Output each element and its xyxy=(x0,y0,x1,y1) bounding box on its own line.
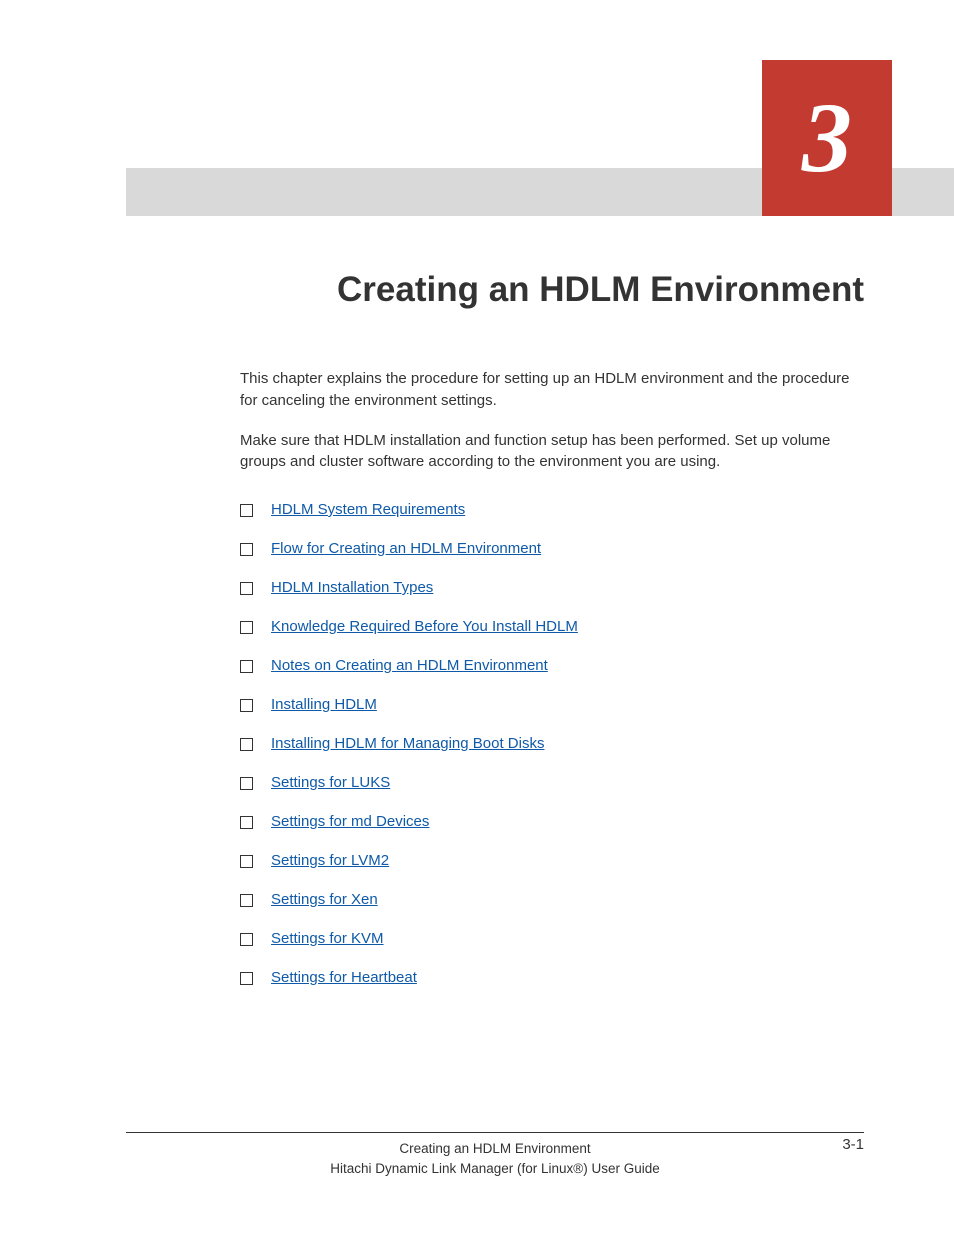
content-area: Creating an HDLM Environment This chapte… xyxy=(240,270,864,1008)
footer-row: Creating an HDLM Environment Hitachi Dyn… xyxy=(126,1139,864,1180)
chapter-number: 3 xyxy=(802,88,852,188)
checkbox-icon xyxy=(240,816,253,829)
checkbox-icon xyxy=(240,738,253,751)
toc-item: HDLM Installation Types xyxy=(240,579,864,596)
checkbox-icon xyxy=(240,933,253,946)
checkbox-icon xyxy=(240,621,253,634)
toc-link-settings-luks[interactable]: Settings for LUKS xyxy=(271,774,390,791)
footer-divider xyxy=(126,1132,864,1133)
toc-item: Settings for md Devices xyxy=(240,813,864,830)
footer-center: Creating an HDLM Environment Hitachi Dyn… xyxy=(126,1139,864,1180)
chapter-title: Creating an HDLM Environment xyxy=(240,270,864,310)
checkbox-icon xyxy=(240,504,253,517)
toc-link-installing-boot-disks[interactable]: Installing HDLM for Managing Boot Disks xyxy=(271,735,544,752)
toc-link-installing-hdlm[interactable]: Installing HDLM xyxy=(271,696,377,713)
toc-link-settings-heartbeat[interactable]: Settings for Heartbeat xyxy=(271,969,417,986)
toc-item: Installing HDLM for Managing Boot Disks xyxy=(240,735,864,752)
toc-link-settings-xen[interactable]: Settings for Xen xyxy=(271,891,378,908)
toc-link-settings-lvm2[interactable]: Settings for LVM2 xyxy=(271,852,389,869)
intro-paragraph-1: This chapter explains the procedure for … xyxy=(240,368,864,412)
toc-item: Settings for Xen xyxy=(240,891,864,908)
checkbox-icon xyxy=(240,582,253,595)
toc-item: Settings for Heartbeat xyxy=(240,969,864,986)
page-footer: Creating an HDLM Environment Hitachi Dyn… xyxy=(126,1132,864,1180)
checkbox-icon xyxy=(240,894,253,907)
toc-link-settings-kvm[interactable]: Settings for KVM xyxy=(271,930,384,947)
toc-link-knowledge-required[interactable]: Knowledge Required Before You Install HD… xyxy=(271,618,578,635)
toc-item: HDLM System Requirements xyxy=(240,501,864,518)
footer-section-title: Creating an HDLM Environment xyxy=(126,1139,864,1159)
checkbox-icon xyxy=(240,855,253,868)
toc-link-settings-md[interactable]: Settings for md Devices xyxy=(271,813,429,830)
toc-item: Settings for KVM xyxy=(240,930,864,947)
intro-paragraph-2: Make sure that HDLM installation and fun… xyxy=(240,430,864,474)
toc-item: Installing HDLM xyxy=(240,696,864,713)
toc-item: Settings for LVM2 xyxy=(240,852,864,869)
toc-link-notes-creating[interactable]: Notes on Creating an HDLM Environment xyxy=(271,657,548,674)
checkbox-icon xyxy=(240,660,253,673)
toc-item: Notes on Creating an HDLM Environment xyxy=(240,657,864,674)
toc-item: Knowledge Required Before You Install HD… xyxy=(240,618,864,635)
toc-list: HDLM System Requirements Flow for Creati… xyxy=(240,501,864,986)
footer-page-number: 3-1 xyxy=(842,1136,864,1153)
checkbox-icon xyxy=(240,972,253,985)
toc-link-hdlm-system-requirements[interactable]: HDLM System Requirements xyxy=(271,501,465,518)
checkbox-icon xyxy=(240,699,253,712)
checkbox-icon xyxy=(240,777,253,790)
toc-link-installation-types[interactable]: HDLM Installation Types xyxy=(271,579,433,596)
chapter-number-box: 3 xyxy=(762,60,892,216)
toc-link-flow-creating[interactable]: Flow for Creating an HDLM Environment xyxy=(271,540,541,557)
toc-item: Flow for Creating an HDLM Environment xyxy=(240,540,864,557)
toc-item: Settings for LUKS xyxy=(240,774,864,791)
footer-book-title: Hitachi Dynamic Link Manager (for Linux®… xyxy=(126,1159,864,1179)
checkbox-icon xyxy=(240,543,253,556)
